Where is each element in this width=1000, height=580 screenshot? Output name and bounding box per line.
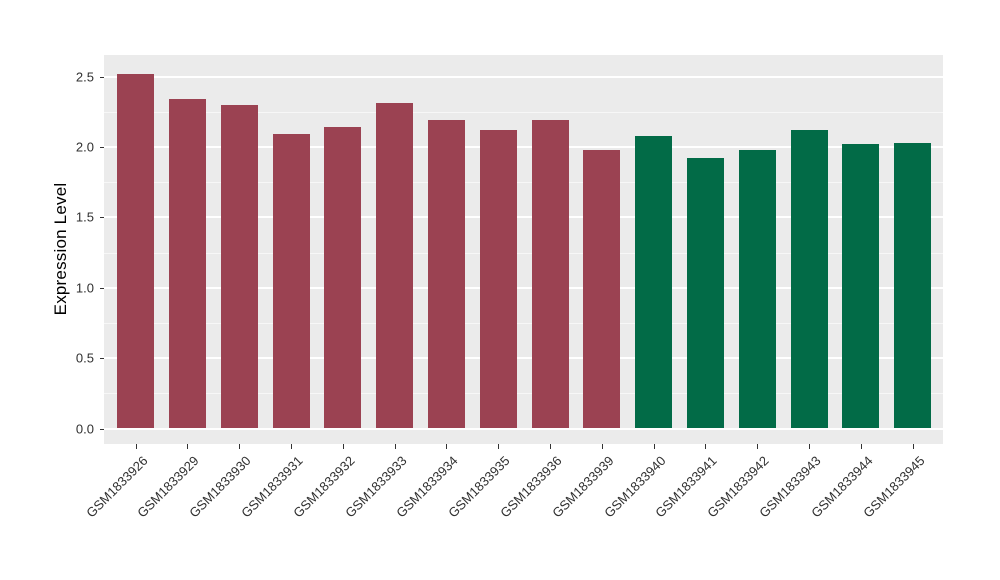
x-tick-mark [498,444,500,449]
y-tick-mark [100,76,104,78]
x-tick-mark [809,444,810,449]
y-tick-mark [100,428,104,430]
bar [894,142,932,429]
bar [738,149,776,429]
x-tick-mark [446,444,448,449]
x-tick-mark [394,444,396,449]
x-tick-mark [860,444,862,449]
bar [479,130,517,429]
x-tick-mark [135,444,137,449]
plot-panel [104,55,943,444]
x-tick-mark [757,444,759,449]
bar [324,127,362,429]
y-tick-label: 1.0 [75,280,94,296]
x-tick-mark [653,444,655,449]
bar [790,130,828,429]
minor-gridline [104,111,943,113]
major-gridline [104,216,943,219]
minor-gridline [104,393,943,395]
major-gridline [104,357,943,360]
x-tick-mark [550,444,551,449]
minor-gridline [104,252,943,254]
bar [272,134,310,429]
major-gridline [104,286,943,289]
y-tick-mark [100,358,104,360]
x-tick-mark [342,444,344,449]
y-tick-label: 1.5 [75,209,94,225]
bar [220,104,258,429]
major-gridline [104,145,943,148]
bar [686,158,724,429]
bar [531,120,569,429]
y-tick-label: 2.5 [75,69,94,84]
x-tick-mark [291,444,292,449]
y-axis-title: Expression Level [51,182,70,316]
x-tick-mark [601,444,603,449]
minor-gridline [104,182,943,184]
major-gridline [104,427,943,430]
y-tick-label: 0.5 [75,350,94,366]
y-tick-label: 2.0 [75,139,94,155]
y-tick-label: 0.0 [75,421,94,436]
x-tick-mark [705,444,707,449]
major-gridline [104,75,943,78]
bar [635,135,673,429]
bar [583,149,621,429]
x-tick-mark [187,444,189,449]
y-tick-mark [100,217,104,219]
y-tick-mark [100,287,104,289]
x-tick-mark [239,444,241,449]
x-tick-mark [912,444,914,449]
bar [842,144,880,429]
bar [168,99,206,429]
y-tick-mark [100,146,104,148]
bar [376,103,414,429]
bar [427,120,465,429]
bar [117,73,155,429]
minor-gridline [104,322,943,324]
